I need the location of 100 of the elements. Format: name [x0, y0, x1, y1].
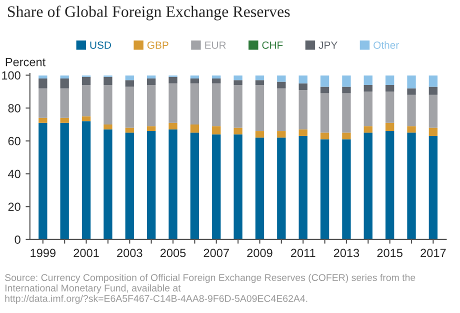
x-tick-label: 2011: [290, 248, 316, 258]
bar: [125, 86, 134, 128]
bar: [190, 78, 200, 84]
bar: [190, 83, 200, 124]
bar: [38, 78, 48, 88]
bar: [234, 128, 242, 134]
bar: [277, 76, 286, 82]
x-tick-label: 2005: [160, 248, 186, 258]
bar: [234, 76, 242, 80]
bar: [407, 94, 416, 126]
bar: [168, 83, 178, 123]
bar: [234, 85, 242, 128]
bar: [146, 76, 156, 78]
bar: [212, 78, 221, 84]
bar: [190, 124, 200, 133]
x-tick-label: 2003: [117, 248, 142, 258]
bar: [234, 134, 242, 240]
bar: [168, 129, 178, 240]
bar: [125, 132, 134, 240]
bar: [38, 88, 48, 118]
bar: [364, 132, 372, 240]
x-tick-label: 2013: [334, 248, 360, 258]
bar: [38, 118, 48, 123]
y-tick-label: 40: [8, 170, 20, 178]
bar: [342, 132, 351, 140]
bar: [38, 122, 48, 240]
x-tick-label: 1999: [30, 248, 56, 258]
x-tick-label: 2017: [420, 248, 446, 258]
bar: [146, 131, 156, 240]
bar: [60, 76, 69, 78]
bar: [82, 85, 91, 116]
legend-label: Other: [374, 41, 399, 49]
bar: [385, 85, 394, 92]
x-tick-label: 2015: [377, 248, 402, 258]
bar: [320, 139, 330, 240]
bar: [38, 76, 48, 78]
bar: [320, 76, 330, 87]
bar: [255, 80, 264, 86]
x-tick-label: 2001: [74, 248, 99, 258]
bar: [168, 122, 178, 130]
bar: [146, 85, 156, 126]
bar: [342, 86, 351, 94]
bar: [407, 132, 416, 240]
bar: [125, 76, 134, 80]
bar: [342, 76, 351, 87]
y-tick-label: 0: [14, 235, 20, 244]
bar: [104, 76, 112, 86]
bar: [277, 88, 286, 132]
bar: [146, 78, 156, 86]
y-tick-label: 20: [8, 202, 20, 211]
legend-label: USD: [90, 41, 111, 49]
bar: [342, 139, 351, 240]
bar: [385, 122, 394, 132]
bar: [320, 93, 330, 133]
bar: [60, 88, 69, 118]
bar: [146, 126, 156, 132]
bar: [407, 88, 416, 95]
bar: [298, 83, 308, 90]
bar: [255, 76, 264, 80]
bar: [212, 83, 221, 126]
bar: [407, 126, 416, 133]
bar: [277, 131, 286, 138]
bar: [190, 132, 200, 240]
y-axis-title: Percent: [6, 58, 46, 66]
bar: [428, 76, 438, 87]
bar: [277, 138, 286, 240]
bar: [255, 131, 264, 138]
bar: [298, 76, 308, 84]
bar: [385, 92, 394, 123]
bar: [104, 129, 112, 240]
bar: [298, 129, 308, 136]
bar: [104, 85, 112, 124]
source-note: Source: Currency Composition of Official Foreign Exchange Reserves (COFER) series from the International Monetary Fund, available at http://data.imf.org/?sk=E6A5F467-C14B-4AA8-9F6D-5A09EC4E62A4.: [5, 274, 416, 304]
bar: [364, 76, 372, 86]
bar: [407, 76, 416, 88]
bar: [277, 82, 286, 88]
bar: [234, 80, 242, 86]
bar: [385, 76, 394, 86]
bar: [428, 136, 438, 240]
legend-label: JPY: [318, 42, 338, 49]
bar: [212, 126, 221, 134]
y-tick-label: 60: [8, 136, 20, 146]
y-tick-label: 100: [2, 71, 20, 80]
bar: [385, 131, 394, 240]
bar: [82, 121, 91, 240]
bar: [428, 94, 438, 128]
legend-label: GBP: [147, 41, 168, 49]
bar: [104, 124, 112, 130]
x-tick-label: 2009: [247, 248, 272, 258]
bar: [298, 136, 308, 240]
bar: [364, 85, 372, 92]
bar: [320, 86, 330, 94]
bar: [60, 78, 69, 88]
bar: [428, 86, 438, 95]
chart-title: Share of Global Foreign Exchange Reserves: [8, 6, 290, 20]
bar: [82, 76, 91, 86]
bar: [364, 126, 372, 133]
bar: [255, 138, 264, 240]
bar: [212, 76, 221, 78]
bar: [60, 122, 69, 240]
